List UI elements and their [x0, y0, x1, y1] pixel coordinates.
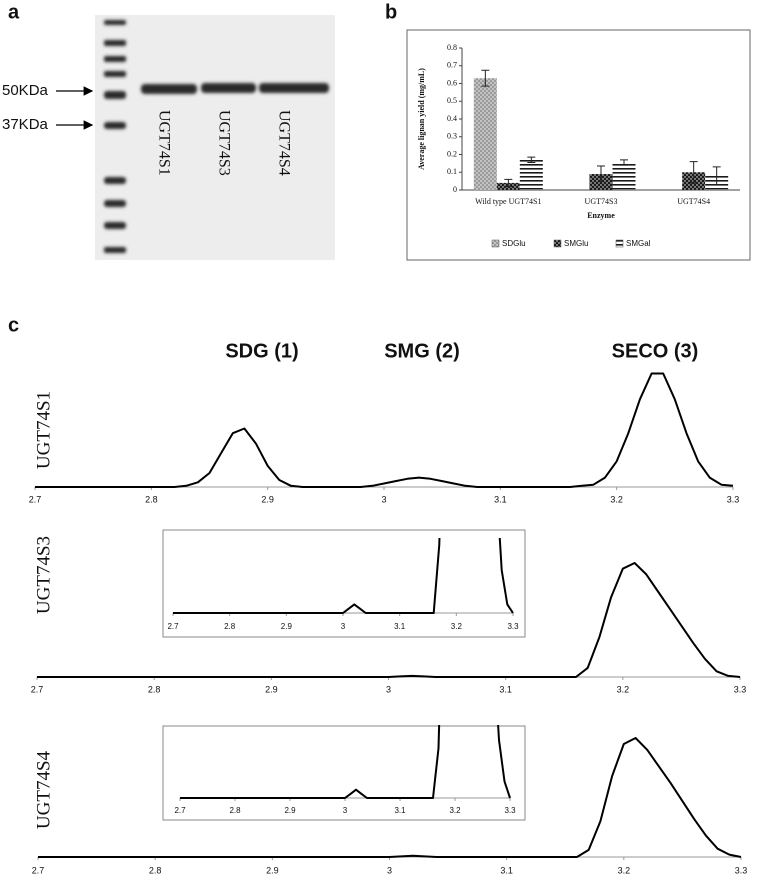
row-label: UGT74S4	[33, 750, 54, 829]
x-tick-label: 2.8	[149, 865, 162, 875]
legend-swatch	[553, 239, 562, 248]
x-tick-label: UGT74S4	[677, 197, 710, 206]
y-tick-label: 0.4	[447, 114, 457, 123]
panel-label: a	[8, 1, 20, 23]
error-bar	[504, 178, 513, 187]
x-tick-label: 2.9	[281, 622, 293, 631]
inset-frame	[162, 725, 526, 821]
lane-label: UGT74S4	[275, 110, 292, 176]
axis-title: Enzyme	[587, 211, 615, 220]
panel-label: b	[385, 1, 397, 23]
x-tick-label: 3.2	[451, 622, 463, 631]
x-tick-label: 3.3	[735, 865, 748, 875]
gel-image	[95, 15, 335, 260]
legend-label: SMGal	[626, 239, 651, 248]
error-bar	[597, 165, 605, 183]
bar	[612, 162, 636, 190]
error-bar	[527, 156, 536, 163]
x-tick-label: 3	[343, 806, 348, 815]
lane-label: UGT74S3	[215, 110, 232, 176]
legend-label: SDGlu	[502, 239, 526, 248]
y-tick-label: 0	[453, 185, 457, 194]
row-label: UGT74S3	[33, 536, 54, 614]
x-tick-label: 3.1	[394, 622, 406, 631]
x-tick-label: 3.2	[617, 684, 630, 694]
x-tick-label: 3.1	[499, 684, 512, 694]
x-tick-label: 3	[381, 494, 386, 504]
x-tick-label: 3.1	[394, 806, 406, 815]
y-tick-label: 0.8	[447, 43, 457, 52]
axis-title: Average lignan yield (mg/mL)	[417, 68, 426, 170]
x-tick-label: 3.3	[504, 806, 516, 815]
y-tick-label: 0.6	[447, 78, 457, 87]
bar	[519, 159, 543, 190]
chromatogram	[173, 538, 514, 614]
error-bar	[620, 159, 628, 166]
x-tick-label: 2.8	[224, 622, 236, 631]
x-tick-label: 3.3	[727, 494, 740, 504]
legend-swatch	[615, 239, 624, 248]
chromatogram	[38, 737, 742, 858]
error-bar	[712, 166, 721, 186]
y-tick-label: 0.7	[447, 61, 457, 70]
x-tick-label: 2.8	[229, 806, 241, 815]
legend-label: SMGlu	[564, 239, 588, 248]
x-tick-label: 3.3	[734, 684, 747, 694]
error-bar	[689, 161, 698, 184]
peak-label: SECO (3)	[612, 340, 699, 362]
x-tick-label: 2.7	[29, 494, 42, 504]
x-tick-label: 3.2	[610, 494, 623, 504]
peak-label: SDG (1)	[225, 340, 298, 362]
x-tick-label: 2.9	[265, 684, 278, 694]
x-tick-label: 2.8	[145, 494, 158, 504]
lane-label: UGT74S1	[155, 110, 172, 176]
chromatogram	[180, 725, 511, 799]
y-tick-label: 0.1	[447, 167, 457, 176]
x-tick-label: 3	[387, 865, 392, 875]
x-tick-label: 3	[341, 622, 346, 631]
legend-swatch	[491, 239, 500, 248]
x-tick-label: Wild type UGT74S1	[475, 197, 541, 206]
x-tick-label: 2.7	[32, 865, 45, 875]
chart-frame	[406, 29, 751, 261]
row-label: UGT74S1	[33, 391, 54, 469]
chromatogram	[35, 372, 734, 488]
x-tick-label: 2.7	[167, 622, 179, 631]
error-bar	[481, 69, 490, 87]
x-tick-label: 3	[386, 684, 391, 694]
inset-frame	[162, 529, 526, 638]
x-tick-label: 2.9	[266, 865, 279, 875]
x-tick-label: 3.3	[507, 622, 519, 631]
x-tick-label: UGT74S3	[585, 197, 618, 206]
x-tick-label: 2.9	[284, 806, 296, 815]
marker-label: 37KDa	[2, 116, 49, 133]
bar	[473, 78, 497, 190]
marker-label: 50KDa	[2, 82, 49, 99]
y-tick-label: 0.5	[447, 96, 457, 105]
x-tick-label: 2.9	[261, 494, 274, 504]
x-tick-label: 3.1	[494, 494, 507, 504]
panel-label: c	[8, 314, 19, 336]
peak-label: SMG (2)	[384, 340, 460, 362]
x-tick-label: 2.7	[31, 684, 44, 694]
chromatogram	[37, 562, 741, 678]
x-tick-label: 2.8	[148, 684, 161, 694]
x-tick-label: 2.7	[174, 806, 186, 815]
x-tick-label: 3.1	[500, 865, 513, 875]
y-tick-label: 0.2	[447, 149, 457, 158]
y-tick-label: 0.3	[447, 132, 457, 141]
x-tick-label: 3.2	[449, 806, 461, 815]
x-tick-label: 3.2	[618, 865, 631, 875]
